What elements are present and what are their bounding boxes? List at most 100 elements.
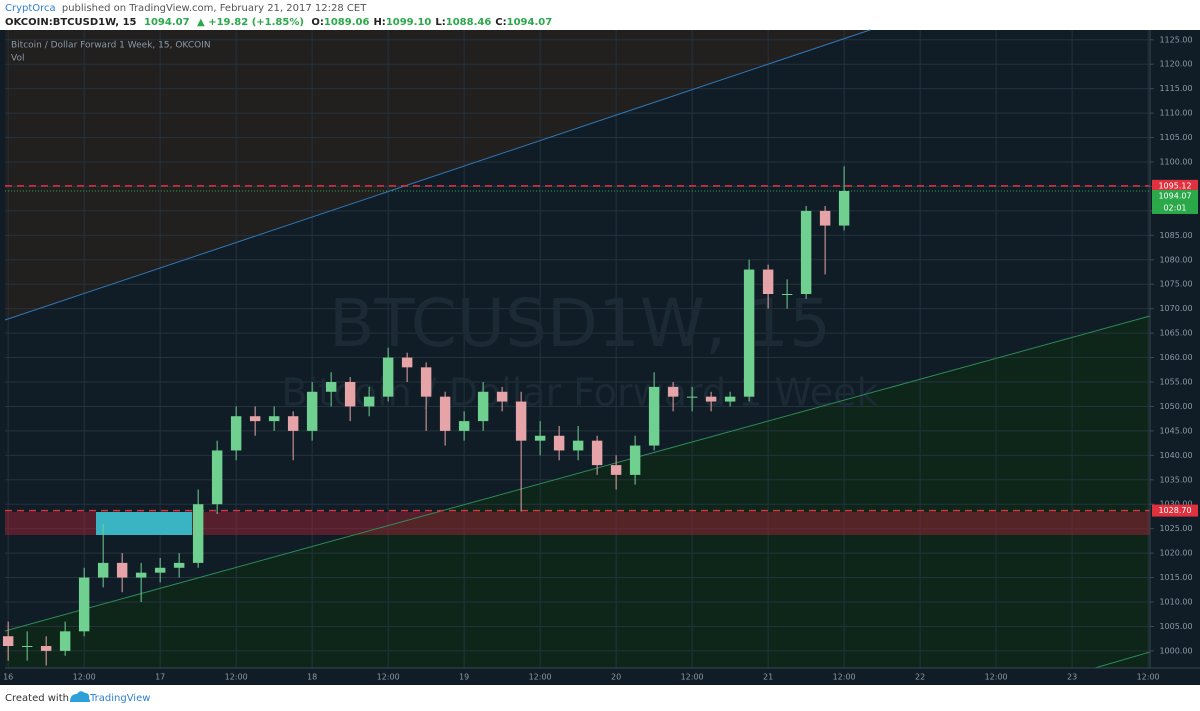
x-tick-label: 23 bbox=[1067, 673, 1077, 682]
y-tick-label: 1010.00 bbox=[1159, 598, 1192, 607]
last-price: 1094.07 bbox=[144, 17, 190, 28]
ohlc-value: 1088.46 bbox=[446, 17, 492, 28]
candle-body bbox=[838, 190, 850, 226]
level-badge bbox=[1152, 504, 1198, 517]
candle-body bbox=[325, 382, 337, 392]
candle-body bbox=[686, 396, 698, 398]
candle-body bbox=[173, 562, 185, 568]
candle-body bbox=[287, 416, 299, 431]
candle-body bbox=[629, 445, 641, 475]
y-tick-label: 1120.00 bbox=[1159, 60, 1192, 69]
x-tick-label: 12:00 bbox=[225, 673, 248, 682]
y-tick-label: 1070.00 bbox=[1159, 304, 1192, 313]
candle-body bbox=[420, 367, 432, 397]
ohlc-label: C: bbox=[495, 17, 506, 28]
y-tick-label: 1110.00 bbox=[1159, 109, 1192, 118]
ohlc-label: H: bbox=[373, 17, 385, 28]
tradingview-logo[interactable]: TradingView bbox=[70, 691, 150, 704]
x-tick-label: 22 bbox=[915, 673, 925, 682]
candle-body bbox=[2, 636, 14, 646]
candle-body bbox=[477, 391, 489, 422]
y-tick-label: 1065.00 bbox=[1159, 329, 1192, 338]
candle-body bbox=[439, 396, 451, 431]
logo-icon bbox=[70, 691, 91, 702]
last-price-label: 1094.07 bbox=[1158, 191, 1191, 200]
chart-title: Bitcoin / Dollar Forward 1 Week, 15, OKC… bbox=[11, 41, 211, 51]
candle-body bbox=[78, 577, 90, 632]
y-tick-label: 1080.00 bbox=[1159, 255, 1192, 264]
ohlc-label: O: bbox=[311, 17, 324, 28]
change: ▲ +19.82 (+1.85%) bbox=[197, 17, 304, 28]
footer-brand[interactable]: TradingView bbox=[89, 693, 150, 704]
x-tick-label: 12:00 bbox=[73, 673, 96, 682]
candle-body bbox=[496, 391, 508, 402]
chart-subtitle: Vol bbox=[11, 54, 24, 64]
y-tick-label: 1045.00 bbox=[1159, 426, 1192, 435]
channel-lower bbox=[4, 315, 1151, 632]
y-tick-label: 1115.00 bbox=[1159, 84, 1192, 93]
candle-body bbox=[724, 396, 736, 402]
candle-body bbox=[401, 357, 413, 368]
highlight-box bbox=[96, 512, 192, 535]
candle-body bbox=[363, 396, 375, 407]
candle-body bbox=[211, 450, 223, 505]
channel-upper bbox=[4, 29, 871, 321]
candle-body bbox=[800, 210, 812, 294]
y-tick-label: 1040.00 bbox=[1159, 451, 1192, 460]
candle-body bbox=[21, 646, 33, 647]
candle-body bbox=[781, 294, 793, 295]
candle-body bbox=[534, 435, 546, 441]
candle-body bbox=[40, 646, 52, 651]
ohlc-value: 1099.10 bbox=[386, 17, 432, 28]
candle-body bbox=[819, 210, 831, 226]
candle-body bbox=[135, 572, 147, 578]
x-tick-label: 16 bbox=[3, 673, 13, 682]
level-badge bbox=[1152, 179, 1198, 192]
level-label: 1028.70 bbox=[1158, 506, 1191, 515]
lower-zone bbox=[5, 316, 1150, 668]
candle-body bbox=[382, 357, 394, 397]
supply-zone bbox=[5, 512, 1150, 535]
y-tick-label: 1050.00 bbox=[1159, 402, 1192, 411]
x-tick-label: 18 bbox=[307, 673, 317, 682]
x-tick-label: 12:00 bbox=[1137, 673, 1160, 682]
published-text: published on TradingView.com, February 2… bbox=[62, 3, 367, 14]
y-tick-label: 1100.00 bbox=[1159, 158, 1192, 167]
y-tick-label: 1060.00 bbox=[1159, 353, 1192, 362]
x-tick-label: 19 bbox=[459, 673, 469, 682]
candle-body bbox=[762, 269, 774, 294]
countdown-label: 02:01 bbox=[1163, 203, 1186, 212]
candle-body bbox=[610, 465, 622, 475]
candle-body bbox=[743, 269, 755, 397]
x-tick-label: 12:00 bbox=[681, 673, 704, 682]
candle-body bbox=[648, 386, 660, 446]
x-tick-label: 12:00 bbox=[377, 673, 400, 682]
candle-body bbox=[230, 416, 242, 451]
watermark: Bitcoin / Dollar Forward 1 Week bbox=[281, 371, 878, 415]
footer-created: Created with bbox=[5, 693, 69, 704]
y-tick-label: 1035.00 bbox=[1159, 475, 1192, 484]
candle-body bbox=[515, 401, 527, 441]
channel-lower-2 bbox=[1094, 651, 1151, 669]
x-tick-label: 20 bbox=[611, 673, 621, 682]
y-tick-label: 1085.00 bbox=[1159, 231, 1192, 240]
watermark: BTCUSD1W, 15 bbox=[329, 285, 831, 362]
ohlc-value: 1089.06 bbox=[324, 17, 370, 28]
y-tick-label: 1020.00 bbox=[1159, 549, 1192, 558]
x-tick-label: 12:00 bbox=[985, 673, 1008, 682]
candle-body bbox=[192, 504, 204, 563]
candle-body bbox=[591, 440, 603, 466]
y-tick-label: 1015.00 bbox=[1159, 573, 1192, 582]
y-tick-label: 1025.00 bbox=[1159, 524, 1192, 533]
chart: 1000.00 1005.00 1010.00 1015.00 1020.00 1025.… bbox=[2, 29, 1198, 682]
candle-body bbox=[306, 391, 318, 431]
y-tick-label: 1105.00 bbox=[1159, 133, 1192, 142]
symbol: OKCOIN:BTCUSD1W, 15 bbox=[5, 17, 137, 28]
y-tick-label: 1030.00 bbox=[1159, 500, 1192, 509]
y-tick-label: 1005.00 bbox=[1159, 622, 1192, 631]
x-tick-label: 12:00 bbox=[529, 673, 552, 682]
publisher[interactable]: CryptOrca bbox=[5, 3, 56, 14]
last-price-badge bbox=[1152, 189, 1198, 202]
x-tick-label: 21 bbox=[763, 673, 773, 682]
candle-body bbox=[154, 567, 166, 573]
